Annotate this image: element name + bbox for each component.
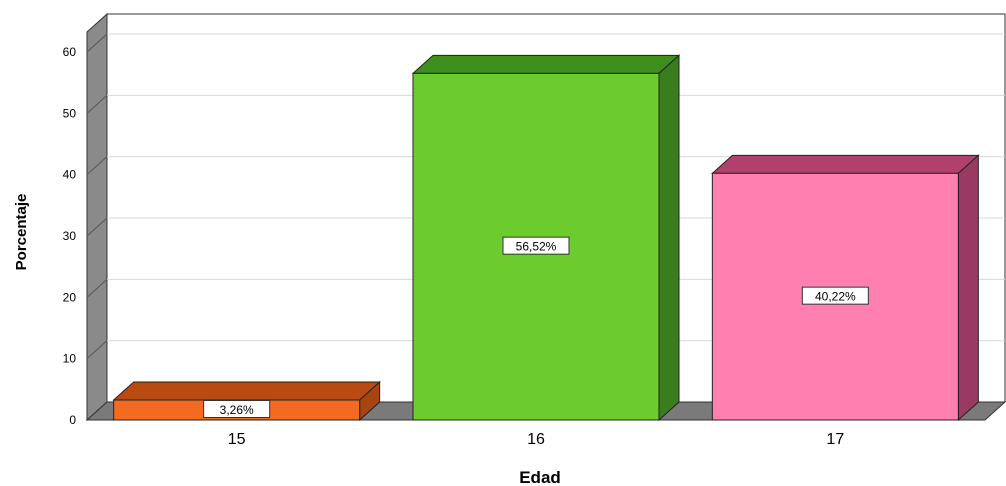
bar-side: [658, 54, 680, 422]
gridline-side: [86, 217, 108, 237]
y-tick-label: 0: [69, 413, 76, 427]
bar-side: [957, 154, 979, 422]
bar-top: [411, 54, 681, 74]
side-wall: [86, 12, 108, 422]
bar-top: [112, 381, 381, 401]
gridline-side: [86, 94, 108, 114]
y-axis-ticks: 0 10 20 30 40 50 60: [63, 45, 77, 427]
data-label: 3,26%: [220, 403, 254, 417]
y-tick-label: 60: [63, 45, 77, 59]
gridline-side: [86, 156, 108, 176]
x-axis-ticks: 15 16 17: [228, 431, 845, 448]
data-label-box: [203, 400, 271, 419]
data-label: 56,52%: [516, 240, 557, 254]
data-label-box: [502, 236, 570, 255]
bar-15: 3,26%: [112, 380, 381, 422]
y-tick-label: 30: [63, 229, 77, 243]
y-axis-label: Porcentaje: [13, 194, 30, 271]
bar-17: 40,22%: [711, 154, 980, 422]
bars: 3,26% 56,52% 40,22%: [112, 54, 980, 422]
gridline-side: [86, 278, 108, 298]
x-tick-label: 17: [826, 431, 844, 448]
y-tick-label: 50: [63, 106, 77, 120]
x-axis-label: Edad: [519, 468, 561, 486]
bar-16: 56,52%: [411, 54, 681, 422]
y-tick-label: 20: [63, 290, 77, 304]
x-tick-label: 15: [228, 431, 246, 448]
data-label: 40,22%: [815, 290, 856, 304]
y-tick-label: 40: [63, 168, 77, 182]
gridline-side: [86, 340, 108, 360]
data-label-box: [801, 286, 869, 305]
bar-top: [711, 154, 980, 174]
gridline-side: [86, 33, 108, 53]
y-tick-label: 10: [63, 352, 77, 366]
x-tick-label: 16: [527, 431, 545, 448]
